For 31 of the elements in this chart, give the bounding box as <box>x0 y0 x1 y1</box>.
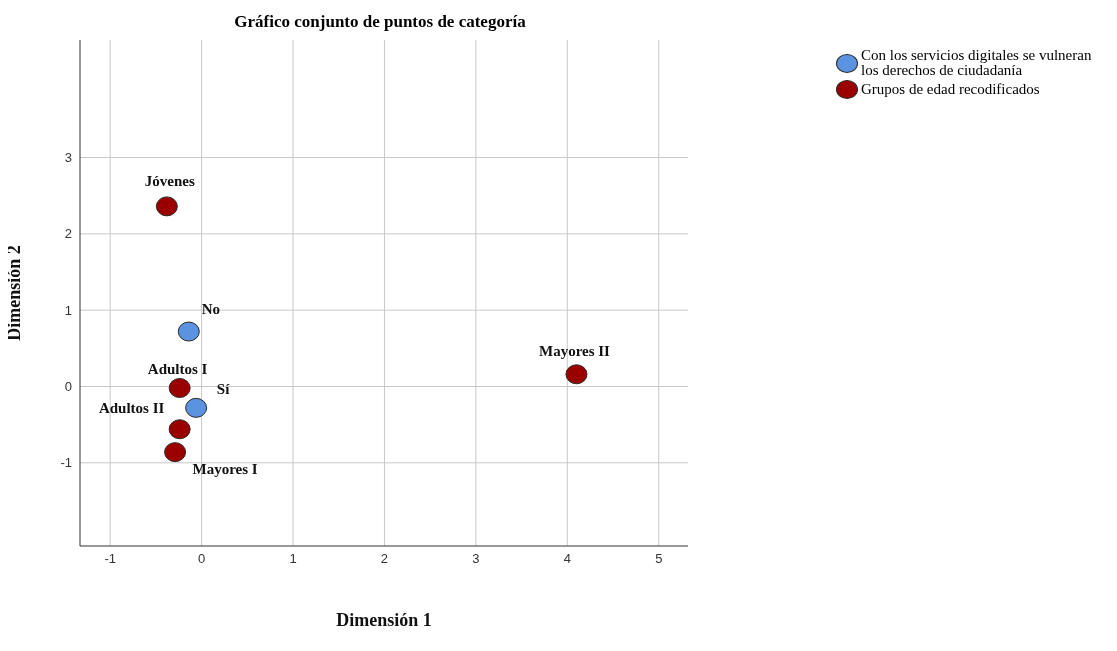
point <box>164 442 187 463</box>
point <box>185 397 208 418</box>
annotation: Adultos I <box>147 361 208 378</box>
y-tick-label: 3 <box>64 150 72 166</box>
point <box>168 419 191 440</box>
annotation: Mayores I <box>192 461 258 478</box>
x-axis-title: Dimensión 1 <box>336 610 432 630</box>
x-tick-label: 1 <box>289 551 297 567</box>
chart-title: Gráfico conjunto de puntos de categoría <box>233 12 527 32</box>
x-tick-label: -1 <box>104 551 116 567</box>
annotation: Mayores II <box>538 343 611 360</box>
y-tick-label: 2 <box>64 226 72 242</box>
legend-label: Con los servicios digitales se vulneran los derechos de ciudadanía <box>861 47 1093 78</box>
x-tick-label: 5 <box>655 551 663 567</box>
y-tick-label: 0 <box>64 379 72 395</box>
point <box>155 196 178 217</box>
annotation: Jóvenes <box>144 173 196 190</box>
point <box>177 321 200 342</box>
point <box>565 364 588 385</box>
x-tick-label: 4 <box>563 551 571 567</box>
y-tick-label: 1 <box>64 302 72 318</box>
legend-label: Grupos de edad recodificados <box>861 81 1040 97</box>
x-tick-label: 2 <box>380 551 389 567</box>
point <box>168 378 191 399</box>
y-axis-title: Dimensión 2 <box>4 245 25 341</box>
x-tick-label: 0 <box>197 551 206 567</box>
annotation: Sí <box>216 380 231 397</box>
y-tick-label: -1 <box>60 455 72 471</box>
x-tick-label: 3 <box>472 551 480 567</box>
annotation: Adultos II <box>98 400 165 417</box>
annotation: No <box>201 300 220 317</box>
